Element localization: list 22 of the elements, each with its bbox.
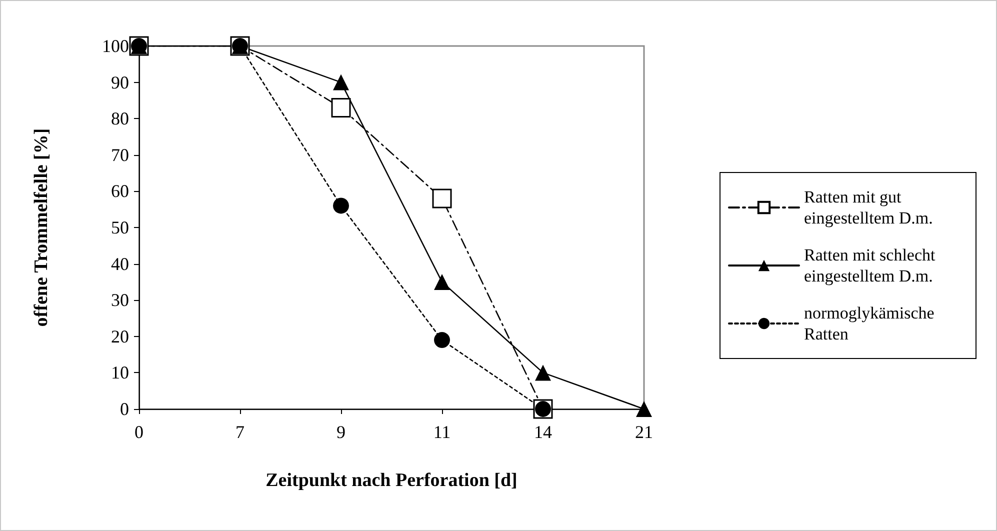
y-tick-label: 60	[111, 181, 129, 202]
x-tick-label: 0	[134, 422, 144, 442]
x-tick-label: 9	[336, 422, 346, 442]
x-axis-title: Zeitpunkt nach Perforation [d]	[266, 470, 518, 491]
x-tick-label: 11	[433, 422, 451, 442]
y-tick-label: 90	[111, 72, 129, 92]
y-tick-label: 70	[111, 144, 129, 165]
legend-label: normoglykämische Ratten	[804, 304, 939, 344]
y-axis-title: offene Trommelfelle [%]	[31, 128, 52, 327]
x-tick-label: 21	[635, 422, 653, 442]
y-tick-label: 50	[111, 218, 129, 238]
y-tick-label: 30	[111, 290, 129, 310]
x-tick-label: 14	[534, 422, 552, 442]
y-tick-label: 20	[111, 326, 129, 346]
legend-label: Ratten mit schlecht eingestelltem D.m.	[804, 246, 940, 286]
y-tick-label: 0	[120, 399, 129, 419]
legend-label: Ratten mit gut eingestelltem D.m.	[804, 188, 933, 228]
y-tick-label: 80	[111, 108, 129, 129]
y-tick-label: 100	[102, 36, 129, 56]
y-tick-label: 40	[111, 254, 129, 274]
y-tick-label: 10	[111, 362, 129, 383]
x-tick-label: 7	[236, 422, 244, 442]
